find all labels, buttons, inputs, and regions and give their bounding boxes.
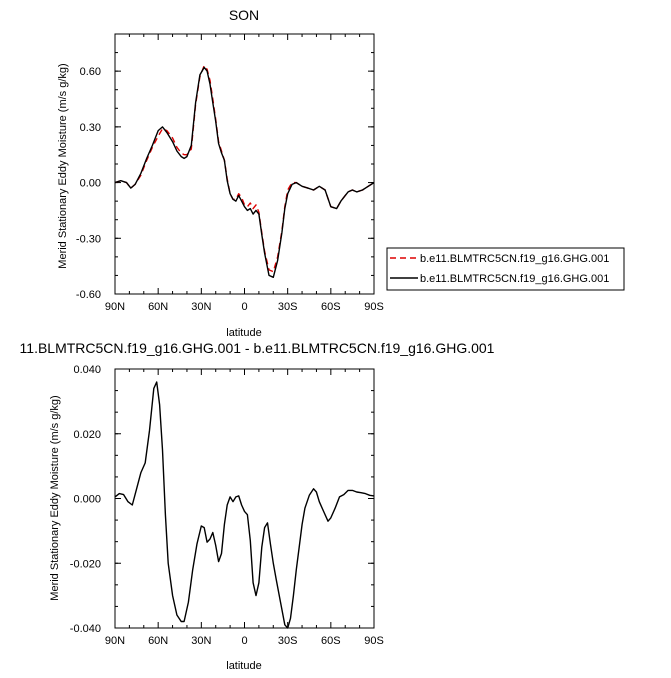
chart-top-x-tick-label: 60N xyxy=(148,301,168,313)
chart-top-title: SON xyxy=(229,7,259,23)
chart-bottom: 11.BLMTRC5CN.f19_g16.GHG.001 - b.e11.BLM… xyxy=(20,340,495,672)
legend-label-black: b.e11.BLMTRC5CN.f19_g16.GHG.001 xyxy=(420,273,609,285)
chart-bottom-y-axis-label: Merid Stationary Eddy Moisture (m/s g/kg… xyxy=(49,395,61,600)
chart-bottom-x-axis-label: latitude xyxy=(226,660,261,672)
chart-top-plot-frame xyxy=(114,33,375,295)
chart-top-y-tick-label: 0.30 xyxy=(80,122,101,134)
chart-bottom-title: 11.BLMTRC5CN.f19_g16.GHG.001 - b.e11.BLM… xyxy=(20,340,495,356)
chart-top-x-tick-label: 30S xyxy=(278,301,298,313)
chart-bottom-plot-frame xyxy=(114,368,375,629)
chart-bottom-y-tick-label: -0.020 xyxy=(70,558,101,570)
chart-top-x-tick-label: 90S xyxy=(364,301,384,313)
chart-bottom-y-tick-label: -0.040 xyxy=(70,623,101,635)
chart-bottom-y-tick-label: 0.020 xyxy=(73,429,101,441)
chart-top-y-tick-label: -0.60 xyxy=(76,289,101,301)
chart-top-y-axis-label: Merid Stationary Eddy Moisture (m/s g/kg… xyxy=(57,63,69,268)
chart-top-y-tick-label: 0.00 xyxy=(80,178,101,190)
chart-bottom-x-tick-label: 60N xyxy=(148,635,168,647)
chart-top-series-line-1 xyxy=(114,66,375,278)
chart-top-legend: b.e11.BLMTRC5CN.f19_g16.GHG.001 b.e11.BL… xyxy=(386,247,625,291)
chart-bottom-series-line-0 xyxy=(114,381,375,629)
chart-top-y-tick-label: -0.30 xyxy=(76,233,101,245)
chart-top: SON Merid Stationary Eddy Moisture (m/s … xyxy=(57,7,384,339)
chart-top-x-tick-label: 0 xyxy=(241,301,247,313)
legend-box xyxy=(386,247,625,291)
chart-bottom-y-tick-label: 0.000 xyxy=(73,494,101,506)
chart-bottom-x-tick-label: 0 xyxy=(241,635,247,647)
chart-bottom-series xyxy=(114,381,375,629)
chart-top-x-axis-label: latitude xyxy=(226,327,261,339)
chart-top-x-tick-label: 30N xyxy=(191,301,211,313)
chart-bottom-y-tick-label: 0.040 xyxy=(73,364,101,376)
chart-bottom-x-tick-label: 90S xyxy=(364,635,384,647)
legend-label-red: b.e11.BLMTRC5CN.f19_g16.GHG.001 xyxy=(420,253,609,265)
chart-top-y-tick-label: 0.60 xyxy=(80,66,101,78)
chart-top-ticks: 90N 60N 30N 0 30S 60S 90S 0.60 0.30 0.00 -0.30 -0.6… xyxy=(76,33,384,313)
chart-bottom-ticks: 90N 60N 30N 0 30S 60S 90S 0.040 0.020 0.000 -0.020… xyxy=(70,364,384,647)
chart-top-series xyxy=(114,64,375,278)
chart-top-x-tick-label: 90N xyxy=(105,301,125,313)
chart-bottom-x-tick-label: 30S xyxy=(278,635,298,647)
chart-bottom-x-tick-label: 90N xyxy=(105,635,125,647)
chart-top-series-line-0 xyxy=(114,64,375,273)
chart-bottom-x-tick-label: 30N xyxy=(191,635,211,647)
chart-top-x-tick-label: 60S xyxy=(321,301,341,313)
chart-bottom-x-tick-label: 60S xyxy=(321,635,341,647)
